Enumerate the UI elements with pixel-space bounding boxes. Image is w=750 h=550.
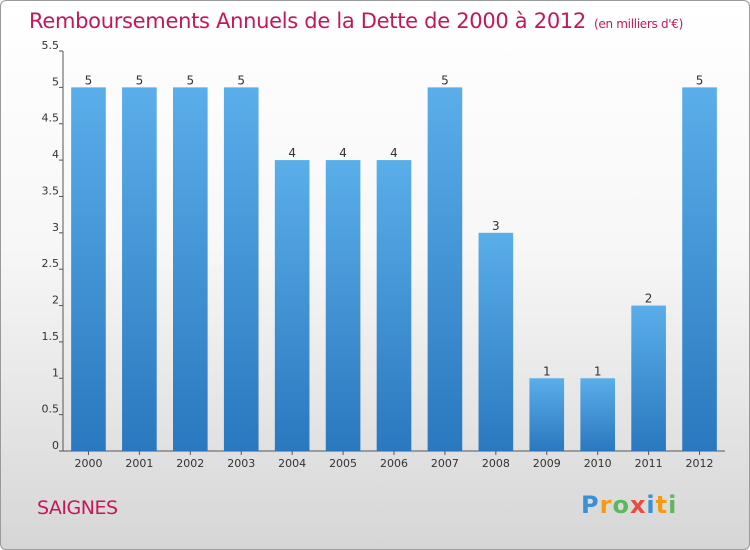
bar <box>122 87 157 451</box>
y-tick-label: 3 <box>52 221 59 234</box>
bar <box>631 305 666 451</box>
y-tick-label: 0.5 <box>42 403 60 416</box>
y-tick-label: 1.5 <box>42 330 60 343</box>
bar-value-label: 3 <box>492 219 500 233</box>
bar <box>223 87 259 451</box>
y-tick-label: 2.5 <box>42 257 60 270</box>
bar-value-label: 2 <box>645 292 653 306</box>
y-tick-label: 0 <box>52 439 59 452</box>
x-tick-label: 2009 <box>533 457 561 470</box>
logo-letter: P <box>581 491 600 519</box>
y-tick-label: 1 <box>52 366 59 379</box>
logo-letter: x <box>629 491 647 519</box>
bar-value-label: 5 <box>85 73 93 87</box>
x-tick-label: 2011 <box>635 457 663 470</box>
x-tick-label: 2002 <box>176 457 204 470</box>
chart-unit: (en milliers d'€) <box>594 17 684 31</box>
logo-letter: o <box>612 491 630 519</box>
bar <box>529 378 565 451</box>
bar <box>325 160 361 451</box>
y-tick-label: 4 <box>52 148 59 161</box>
bar-value-label: 5 <box>237 73 245 87</box>
x-tick-label: 2000 <box>74 457 102 470</box>
chart-title: Remboursements Annuels de la Dette de 20… <box>29 9 683 33</box>
bar <box>274 160 310 451</box>
x-tick-label: 2010 <box>584 457 612 470</box>
bar <box>427 87 463 451</box>
bar <box>172 87 208 451</box>
x-tick-label: 2007 <box>431 457 459 470</box>
x-tick-label: 2001 <box>125 457 153 470</box>
x-tick-label: 2006 <box>380 457 408 470</box>
bar <box>580 378 616 451</box>
town-name: SAIGNES <box>37 497 118 519</box>
y-tick-label: 3.5 <box>42 184 60 197</box>
bar-value-label: 1 <box>594 364 602 378</box>
bar <box>71 87 106 451</box>
chart-title-text: Remboursements Annuels de la Dette de 20… <box>29 9 586 33</box>
bar-value-label: 5 <box>136 73 144 87</box>
bar-value-label: 5 <box>696 73 704 87</box>
proxiti-logo: Proxiti <box>581 491 677 519</box>
bar <box>682 87 717 451</box>
y-tick-label: 4.5 <box>42 112 60 125</box>
logo-letter: i <box>668 491 678 519</box>
logo-letter: r <box>599 491 613 519</box>
y-tick-label: 5.5 <box>42 39 60 52</box>
y-tick-label: 5 <box>52 75 59 88</box>
x-tick-label: 2012 <box>686 457 714 470</box>
bar-value-label: 5 <box>441 73 449 87</box>
x-tick-label: 2003 <box>227 457 255 470</box>
x-tick-label: 2008 <box>482 457 510 470</box>
bar <box>478 232 514 451</box>
bar-value-label: 4 <box>288 146 296 160</box>
y-tick-label: 2 <box>52 294 59 307</box>
bar-value-label: 4 <box>339 146 347 160</box>
logo-letter: i <box>646 491 656 519</box>
bar <box>376 160 412 451</box>
bar-value-label: 5 <box>186 73 194 87</box>
x-tick-label: 2004 <box>278 457 306 470</box>
logo-letter: t <box>655 491 669 519</box>
bar-value-label: 1 <box>543 364 551 378</box>
bar-value-label: 4 <box>390 146 398 160</box>
x-tick-label: 2005 <box>329 457 357 470</box>
